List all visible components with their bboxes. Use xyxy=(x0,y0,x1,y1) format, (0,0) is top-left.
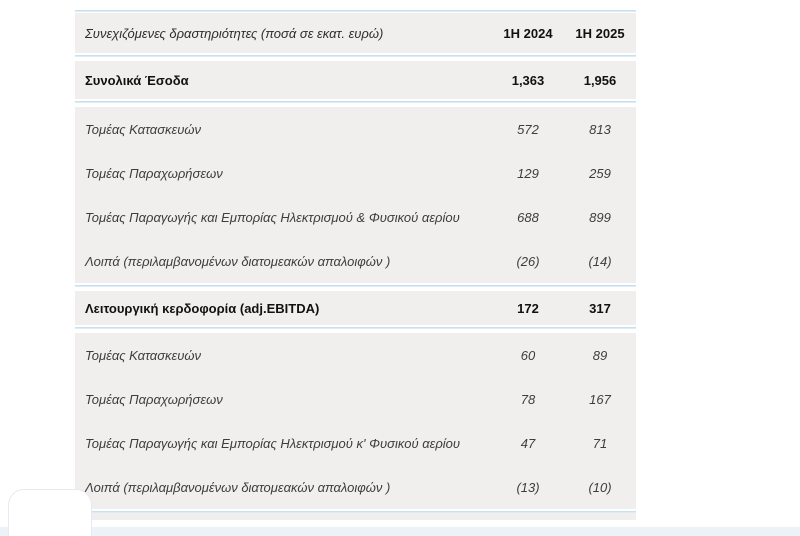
row-value-2024: 688 xyxy=(517,209,539,225)
table-header-row: Συνεχιζόμενες δραστηριότητες (ποσά σε εκ… xyxy=(75,13,636,53)
revenue-detail-block: Τομέας Κατασκευών 572 813 Τομέας Παραχωρ… xyxy=(75,107,636,283)
table-row: Τομέας Παραγωγής και Εμπορίας Ηλεκτρισμο… xyxy=(75,421,636,465)
section-divider xyxy=(75,327,636,329)
row-label: Τομέας Κατασκευών xyxy=(85,121,202,137)
row-value-2024: 60 xyxy=(520,347,536,363)
row-value-2025: 813 xyxy=(589,121,611,137)
row-value-2025: 167 xyxy=(589,391,611,407)
row-label: Λειτουργική κερδοφορία (adj.EBITDA) xyxy=(85,300,320,316)
row-value-2025: (14) xyxy=(588,253,612,269)
ebitda-total-block: Λειτουργική κερδοφορία (adj.EBITDA) 172 … xyxy=(75,291,636,325)
row-label: Τομέας Παραγωγής και Εμπορίας Ηλεκτρισμο… xyxy=(85,209,460,225)
row-value-2025: 89 xyxy=(592,347,608,363)
row-label: Τομέας Παραχωρήσεων xyxy=(85,391,223,407)
table-row: Λοιπά (περιλαμβανομένων διατομεακών απαλ… xyxy=(75,465,636,509)
page-bottom-band xyxy=(0,527,800,536)
row-value-2024: 572 xyxy=(517,121,539,137)
table-top-border xyxy=(75,10,636,12)
row-value-2025: 317 xyxy=(589,300,611,316)
section-divider xyxy=(75,55,636,57)
floating-widget-button[interactable] xyxy=(8,489,92,536)
section-divider xyxy=(75,101,636,103)
row-label: Λοιπά (περιλαμβανομένων διατομεακών απαλ… xyxy=(85,253,391,269)
ebitda-detail-block: Τομέας Κατασκευών 60 89 Τομέας Παραχωρήσ… xyxy=(75,333,636,509)
row-label: Τομέας Παραγωγής και Εμπορίας Ηλεκτρισμο… xyxy=(85,435,461,451)
row-value-2025: 899 xyxy=(589,209,611,225)
row-value-2024: 78 xyxy=(520,391,536,407)
row-label: Τομέας Παραχωρήσεων xyxy=(85,165,223,181)
row-value-2024: 172 xyxy=(517,300,539,316)
table-row: Τομέας Παραγωγής και Εμπορίας Ηλεκτρισμο… xyxy=(75,195,636,239)
table-header-block: Συνεχιζόμενες δραστηριότητες (ποσά σε εκ… xyxy=(75,13,636,53)
table-title: Συνεχιζόμενες δραστηριότητες (ποσά σε εκ… xyxy=(85,25,384,41)
section-divider xyxy=(75,285,636,287)
table-bottom-border xyxy=(75,511,636,513)
row-label: Τομέας Κατασκευών xyxy=(85,347,202,363)
table-row: Συνολικά Έσοδα 1,363 1,956 xyxy=(75,61,636,99)
table-row: Τομέας Παραχωρήσεων 129 259 xyxy=(75,151,636,195)
row-value-2024: 1,363 xyxy=(511,72,545,88)
column-header-1h-2025: 1H 2025 xyxy=(575,25,625,41)
row-value-2025: 71 xyxy=(592,435,608,451)
table-row: Τομέας Παραχωρήσεων 78 167 xyxy=(75,377,636,421)
total-revenue-block: Συνολικά Έσοδα 1,363 1,956 xyxy=(75,61,636,99)
row-value-2024: 129 xyxy=(517,165,539,181)
row-value-2024: (26) xyxy=(516,253,540,269)
column-header-1h-2024: 1H 2024 xyxy=(503,25,553,41)
table-row: Λειτουργική κερδοφορία (adj.EBITDA) 172 … xyxy=(75,291,636,325)
table-row: Τομέας Κατασκευών 572 813 xyxy=(75,107,636,151)
row-value-2025: (10) xyxy=(588,479,612,495)
row-value-2025: 259 xyxy=(589,165,611,181)
row-label: Λοιπά (περιλαμβανομένων διατομεακών απαλ… xyxy=(85,479,391,495)
row-value-2025: 1,956 xyxy=(583,72,617,88)
table-tail-strip xyxy=(75,513,636,520)
table-row: Τομέας Κατασκευών 60 89 xyxy=(75,333,636,377)
table-row: Λοιπά (περιλαμβανομένων διατομεακών απαλ… xyxy=(75,239,636,283)
row-value-2024: 47 xyxy=(520,435,536,451)
row-label: Συνολικά Έσοδα xyxy=(85,72,189,88)
row-value-2024: (13) xyxy=(516,479,540,495)
financial-results-table: Συνεχιζόμενες δραστηριότητες (ποσά σε εκ… xyxy=(75,10,636,520)
